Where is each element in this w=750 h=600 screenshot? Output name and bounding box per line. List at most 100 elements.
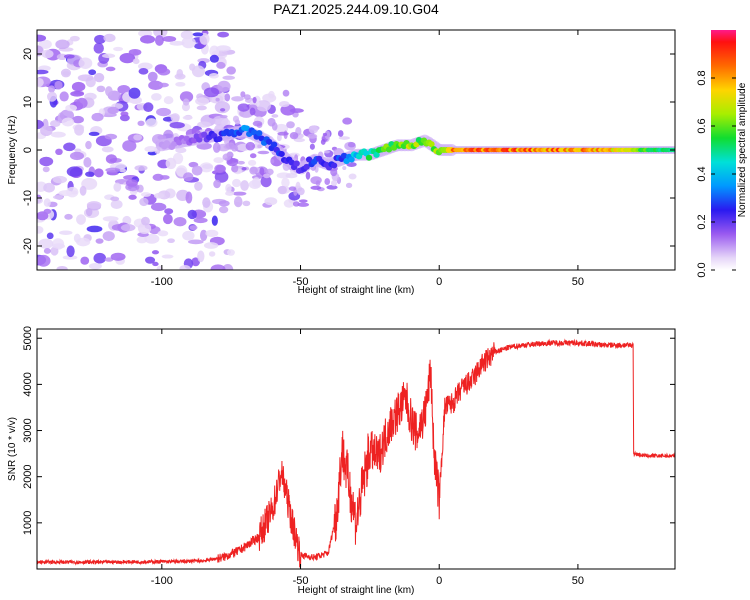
spectrogram-noise-blob	[187, 239, 204, 245]
spectrogram-noise-blob	[205, 229, 219, 238]
spectrogram-noise-blob	[88, 131, 100, 137]
spectrogram-noise-blob	[52, 175, 68, 184]
spectrogram-noise-blob	[144, 233, 160, 244]
spectrogram-noise-blob	[175, 147, 187, 154]
spectrogram-noise-blob	[102, 53, 116, 59]
spectrogram-noise-blob	[242, 200, 251, 207]
spectrogram-noise-blob	[215, 45, 231, 52]
spectrogram-noise-blob	[86, 201, 102, 209]
spectrogram-noise-blob	[240, 180, 249, 191]
spectrogram-noise-blob	[163, 96, 174, 105]
spectrogram-noise-blob	[37, 254, 51, 267]
spectrogram-noise-blob	[93, 252, 107, 264]
spectrogram-noise-blob	[137, 120, 145, 127]
spectrogram-ridge-point	[270, 141, 278, 148]
spectrogram-noise-blob	[288, 191, 301, 201]
spectrogram-noise-blob	[104, 133, 118, 140]
spectrogram-noise-blob	[277, 131, 289, 136]
snr-y-tick-label: 3000	[22, 418, 34, 442]
spectrogram-noise-blob	[72, 115, 84, 124]
spectrogram-noise-blob	[120, 223, 136, 232]
spectrogram-noise-blob	[214, 171, 229, 183]
spectrogram-noise-blob	[193, 217, 208, 224]
spectrogram-noise-blob	[222, 153, 232, 161]
spectrogram-noise-blob	[60, 68, 71, 78]
spectrogram-noise-blob	[309, 143, 315, 150]
spectrogram-noise-blob	[50, 131, 66, 138]
spectrogram-noise-blob	[232, 178, 242, 188]
spectrogram-noise-blob	[286, 121, 295, 129]
spectrogram-noise-blob	[88, 262, 102, 270]
spectrogram-y-label: Frequency (Hz)	[7, 116, 18, 185]
spectrogram-noise-blob	[218, 200, 230, 207]
spectrogram-noise-blob	[156, 107, 172, 117]
colorbar-tick-label: 0.4	[696, 166, 708, 181]
spectrogram-noise-blob	[93, 42, 104, 54]
spectrogram-noise-blob	[225, 183, 232, 194]
spectrogram-noise-blob	[191, 165, 203, 176]
spectrogram-noise-blob	[179, 265, 191, 270]
spectrogram-noise-blob	[231, 144, 239, 152]
spectrogram-noise-blob	[208, 251, 216, 257]
spectrogram-noise-blob	[63, 54, 75, 59]
spectrogram-noise-blob	[249, 166, 258, 175]
spectrogram-noise-blob	[181, 36, 196, 49]
spectrogram-noise-blob	[73, 233, 81, 243]
spectrogram-ridge-point	[330, 162, 338, 169]
spectrogram-noise-blob	[260, 175, 272, 188]
colorbar: 0.0 0.2 0.4 0.6 0.8 Normalized spectral ampl…	[696, 30, 748, 278]
spectrogram-noise-blob	[231, 164, 239, 173]
spectrogram-noise-blob	[212, 142, 221, 153]
spectrogram-noise-blob	[165, 157, 177, 170]
spectrogram-noise-blob	[54, 80, 63, 90]
spectrogram-noise-blob	[292, 201, 300, 207]
spectrogram-noise-blob	[324, 130, 331, 140]
spectrogram-noise-blob	[110, 196, 120, 202]
spectrogram-noise-blob	[43, 248, 51, 254]
spectrogram-noise-blob	[59, 91, 69, 102]
spectrogram-noise-blob	[348, 173, 357, 180]
spectrogram-noise-blob	[38, 238, 54, 249]
spectrogram-noise-blob	[119, 114, 130, 122]
spectrogram-ridge-point	[201, 131, 208, 138]
spectrogram-noise-blob	[162, 116, 173, 122]
spectrogram-noise-blob	[216, 61, 226, 69]
colorbar-tick-label: 0.8	[696, 70, 708, 85]
spectrogram-noise-blob	[80, 256, 90, 265]
spectrogram-noise-blob	[110, 199, 123, 210]
spectrogram-noise-blob	[140, 35, 156, 44]
spectrogram-noise-blob	[337, 130, 344, 137]
spectrogram-ridge-point	[413, 141, 420, 148]
colorbar-gradient	[711, 30, 736, 270]
spectrogram-noise-blob	[289, 108, 304, 113]
spectrogram-noise-blob	[52, 195, 63, 200]
spectrogram-noise-blob	[145, 118, 158, 128]
spectrogram-noise-blob	[182, 115, 193, 120]
spectrogram-noise-blob	[151, 250, 160, 255]
spectrogram-noise-blob	[185, 191, 193, 204]
spectrogram-noise-blob	[102, 231, 115, 242]
spectrogram-noise-blob	[96, 85, 106, 93]
spectrogram-noise-blob	[345, 182, 353, 189]
spectrogram-noise-blob	[125, 179, 138, 187]
spectrogram-noise-blob	[70, 90, 85, 97]
spectrogram-noise-blob	[265, 168, 274, 176]
spectrogram-noise-blob	[271, 114, 279, 118]
spectrogram-noise-blob	[192, 32, 204, 37]
spectrogram-noise-blob	[37, 34, 47, 42]
spectrogram-noise-blob	[133, 134, 143, 141]
spectrogram-noise-blob	[322, 132, 328, 137]
spectrogram-noise-blob	[88, 69, 97, 76]
spectrogram-noise-blob	[61, 117, 75, 127]
spectrogram-noise-blob	[170, 113, 180, 123]
spectrogram-noise-blob	[347, 141, 356, 148]
spectrogram-noise-blob	[182, 230, 195, 241]
spectrogram-noise-blob	[288, 186, 297, 191]
spectrogram-ridge-point	[216, 135, 223, 142]
spectrogram-noise-blob	[179, 91, 194, 103]
snr-y-ticks: 1000 2000 3000 4000 5000	[22, 326, 675, 535]
spectrogram-noise-blob	[56, 265, 68, 270]
spectrogram-noise-blob	[105, 66, 116, 72]
spectrogram-noise-blob	[308, 125, 319, 134]
spectrogram-noise-blob	[128, 194, 137, 200]
